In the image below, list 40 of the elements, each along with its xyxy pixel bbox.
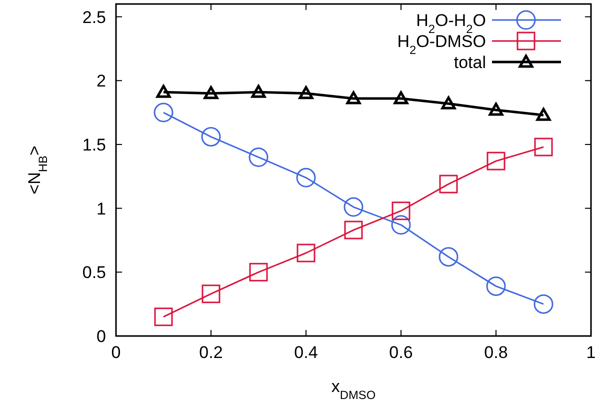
y-tick-label: 0 <box>96 327 106 346</box>
y-tick-label: 2.5 <box>82 8 106 27</box>
point <box>534 138 553 156</box>
point <box>534 294 554 314</box>
point <box>296 168 316 188</box>
point <box>441 96 456 110</box>
point <box>488 102 504 116</box>
point <box>344 197 364 217</box>
point <box>154 308 173 326</box>
x-tick-label: 0.6 <box>389 343 413 362</box>
x-tick-label: 1 <box>586 343 596 362</box>
point <box>249 262 268 282</box>
point <box>392 202 410 220</box>
y-tick-label: 0.5 <box>82 263 106 282</box>
point <box>154 102 174 122</box>
point <box>156 84 171 98</box>
point <box>486 152 506 170</box>
point <box>394 91 408 104</box>
x-axis-title: x$_{DMSO}$ <box>331 377 376 402</box>
point <box>296 244 316 262</box>
point <box>438 247 458 267</box>
x-tick-label: 0.2 <box>199 343 223 362</box>
point <box>346 91 361 104</box>
y-tick-label: 2 <box>96 72 106 91</box>
point <box>486 276 506 296</box>
x-tick-label: 0 <box>111 343 121 362</box>
point <box>439 174 458 194</box>
point <box>298 86 314 100</box>
x-tick-label: 0.8 <box>484 343 508 362</box>
x-tick-label: 0.4 <box>294 343 318 362</box>
point <box>536 108 551 121</box>
point <box>391 215 411 235</box>
y-tick-label: 1 <box>96 199 106 218</box>
point <box>251 84 266 98</box>
point <box>201 127 221 147</box>
y-tick-label: 1.5 <box>82 135 106 154</box>
point <box>202 284 220 304</box>
point <box>344 220 363 240</box>
point <box>248 147 268 167</box>
point <box>204 86 218 100</box>
